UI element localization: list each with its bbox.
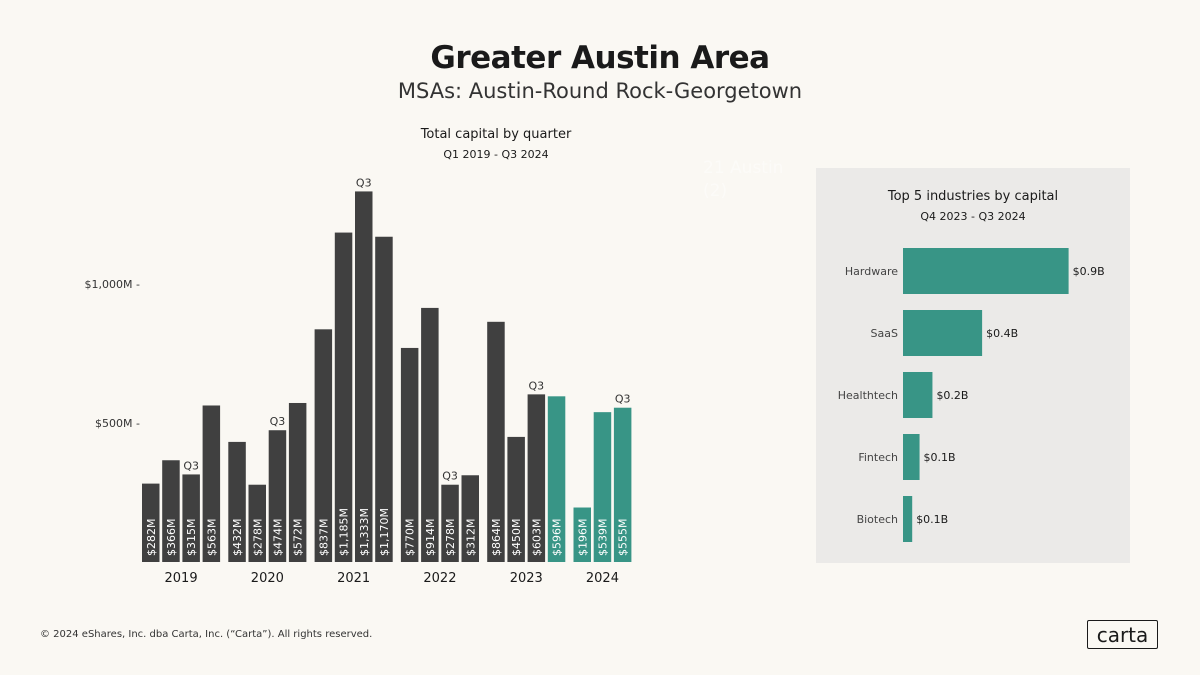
- bar-2022-q3: [441, 484, 459, 562]
- copyright: © 2024 eShares, Inc. dba Carta, Inc. (“C…: [40, 629, 373, 640]
- bar-2024-q3: [613, 407, 632, 562]
- y-tick-label: $1,000M -: [85, 278, 140, 291]
- bar-value-label: $366M: [165, 519, 178, 557]
- industry-label: Fintech: [858, 451, 898, 464]
- industry-value-label: $0.4B: [986, 327, 1018, 340]
- bar-value-label: $1,185M: [338, 508, 351, 556]
- industry-value-label: $0.9B: [1073, 265, 1105, 278]
- chart-title: Total capital by quarter: [420, 127, 572, 142]
- bar-2020-q3: [268, 430, 287, 562]
- bar-value-label: $563M: [205, 519, 218, 557]
- q3-marker: Q3: [270, 415, 286, 428]
- bar-value-label: $539M: [596, 519, 609, 557]
- industry-label: Hardware: [845, 265, 898, 278]
- bar-2023-q1: [487, 321, 505, 562]
- bar-value-label: $603M: [530, 519, 543, 557]
- bar-value-label: $572M: [292, 519, 305, 557]
- x-year-label: 2021: [337, 571, 370, 586]
- bar-2020-q2: [248, 484, 266, 562]
- x-year-label: 2020: [251, 571, 284, 586]
- industry-value-label: $0.1B: [916, 513, 948, 526]
- bar-2021-q2: [334, 232, 353, 562]
- bar-2023-q4: [547, 396, 566, 562]
- industry-value-label: $0.1B: [924, 451, 956, 464]
- top-industries-panel: Top 5 industries by capital Q4 2023 - Q3…: [816, 168, 1130, 563]
- bar-value-label: $837M: [317, 519, 330, 557]
- bar-value-label: $450M: [510, 519, 523, 557]
- bar-value-label: $1,170M: [378, 508, 391, 556]
- bar-value-label: $312M: [464, 519, 477, 557]
- bar-2023-q3: [527, 394, 546, 562]
- bar-value-label: $596M: [551, 519, 564, 557]
- y-tick-label: $500M -: [95, 417, 140, 430]
- industry-bar: [903, 496, 913, 542]
- industry-bar: [903, 310, 983, 356]
- bar-2021-q4: [375, 236, 393, 563]
- bar-2019-q1: [142, 483, 160, 562]
- q3-marker: Q3: [529, 379, 545, 392]
- panel-title: Top 5 industries by capital: [887, 189, 1059, 204]
- bar-2024-q2: [593, 412, 612, 562]
- industry-bar: [903, 372, 933, 418]
- industry-label: Biotech: [857, 513, 898, 526]
- bar-value-label: $864M: [490, 519, 503, 557]
- bar-2024-q1: [573, 507, 591, 562]
- industry-label: Healthtech: [838, 389, 898, 402]
- bar-value-label: $914M: [424, 519, 437, 557]
- bar-2021-q1: [314, 329, 333, 562]
- hidden-text: 21 Austin (2): [703, 158, 784, 201]
- page-title: Greater Austin Area: [430, 40, 770, 76]
- bar-value-label: $278M: [444, 519, 457, 557]
- q3-marker: Q3: [615, 393, 631, 406]
- industries-chart: Hardware $0.9B SaaS $0.4B Healthtech $0.2B Fin…: [838, 248, 1105, 542]
- bar-2019-q3: [182, 474, 200, 562]
- panel-subtitle: Q4 2023 - Q3 2024: [920, 210, 1026, 223]
- bar-2020-q4: [288, 402, 307, 562]
- bar-2019-q4: [202, 405, 221, 562]
- q3-marker: Q3: [183, 459, 199, 472]
- bar-value-label: $196M: [576, 519, 589, 557]
- page-subtitle: MSAs: Austin-Round Rock-Georgetown: [397, 79, 803, 103]
- industry-label: SaaS: [871, 327, 898, 340]
- bar-value-label: $1,333M: [358, 508, 371, 556]
- bar-2023-q2: [507, 436, 525, 562]
- q3-marker: Q3: [356, 176, 372, 189]
- bar-2021-q3: [355, 191, 373, 562]
- chart-subtitle: Q1 2019 - Q3 2024: [443, 148, 549, 161]
- bar-value-label: $432M: [231, 519, 244, 557]
- bar-2019-q2: [162, 460, 180, 562]
- x-year-label: 2022: [423, 571, 456, 586]
- industry-bar: [903, 248, 1069, 294]
- x-year-label: 2024: [586, 571, 619, 586]
- bar-value-label: $278M: [251, 519, 264, 557]
- bar-value-label: $770M: [404, 519, 417, 557]
- industry-bar: [903, 434, 920, 480]
- bar-value-label: $315M: [185, 519, 198, 557]
- x-year-label: 2023: [510, 571, 543, 586]
- bar-2022-q1: [400, 347, 419, 562]
- bar-value-label: $555M: [617, 519, 630, 557]
- quarterly-capital-chart: $500M - $1,000M - $282M $366M $315M Q3 $563M 20…: [85, 176, 632, 586]
- bar-2022-q4: [461, 475, 479, 562]
- carta-logo: carta: [1087, 620, 1158, 649]
- q3-marker: Q3: [442, 470, 458, 483]
- bar-value-label: $474M: [271, 519, 284, 557]
- bar-2022-q2: [421, 307, 439, 562]
- bar-value-label: $282M: [145, 519, 158, 557]
- bar-2020-q1: [228, 441, 246, 562]
- x-year-label: 2019: [165, 571, 198, 586]
- industry-value-label: $0.2B: [936, 389, 968, 402]
